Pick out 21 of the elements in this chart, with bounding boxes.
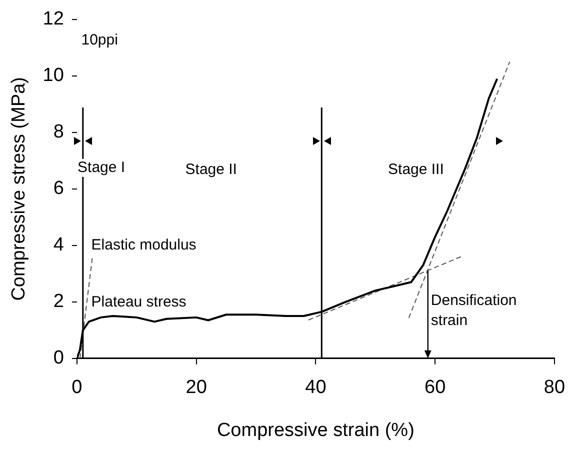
- x-axis-title: Compressive strain (%): [216, 420, 414, 441]
- y-tick-label: 10: [42, 65, 64, 86]
- annotation: Stage III: [388, 161, 444, 178]
- x-tick-label: 20: [186, 377, 207, 398]
- annotation: Plateau stress: [91, 293, 186, 310]
- annotation: Elastic modulus: [91, 236, 196, 254]
- y-tick-label: 0: [53, 348, 64, 369]
- y-axis-title: Compressive stress (MPa): [8, 76, 30, 301]
- annotation: 10ppi: [81, 32, 118, 49]
- y-tick-label: 12: [42, 8, 64, 30]
- y-tick-label: 8: [53, 122, 64, 143]
- x-tick-label: 80: [544, 377, 566, 398]
- x-tick-label: 0: [72, 377, 82, 398]
- annotation: Stage I: [78, 159, 126, 176]
- x-tick-label: 40: [305, 377, 326, 398]
- annotation: Stage II: [185, 161, 237, 178]
- y-tick-label: 6: [53, 178, 64, 200]
- y-tick-label: 4: [53, 234, 64, 256]
- y-tick-label: 2: [53, 291, 64, 312]
- annotation: Densification strain: [430, 292, 517, 329]
- x-tick-label: 60: [424, 377, 446, 398]
